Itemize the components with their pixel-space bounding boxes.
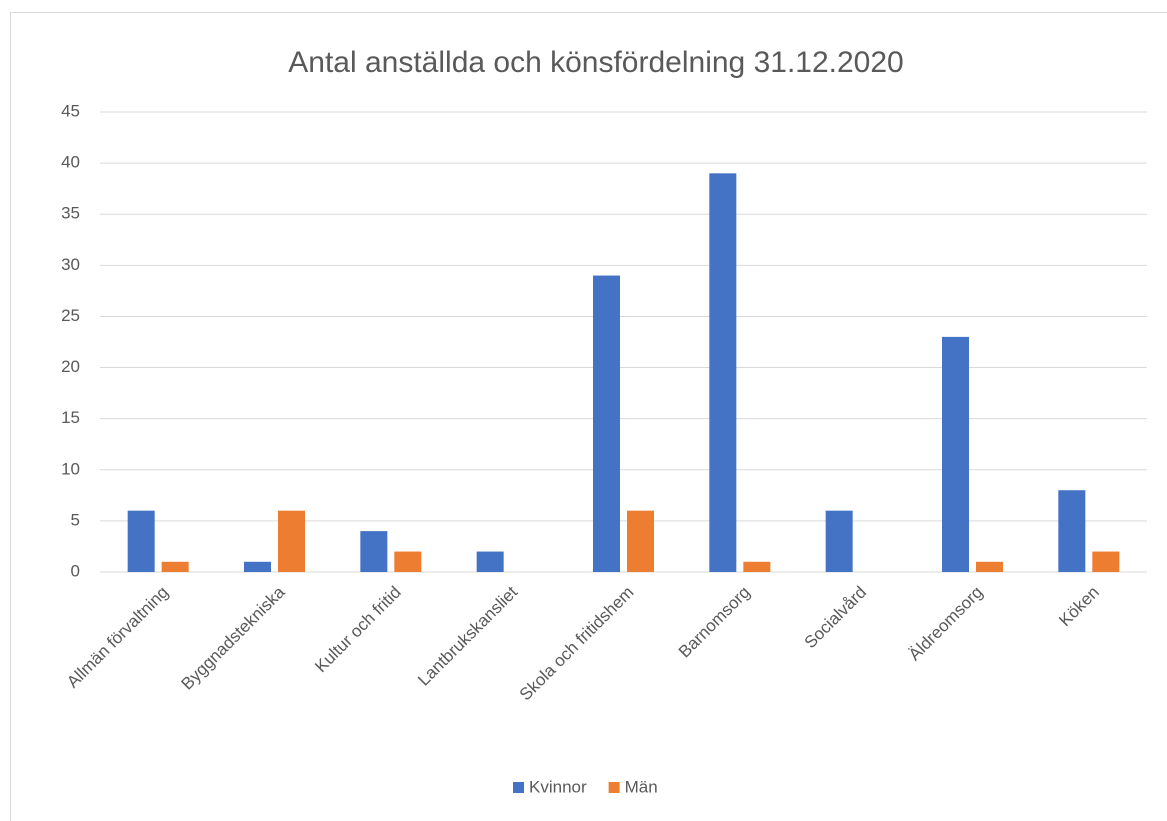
bar bbox=[743, 561, 771, 572]
bar bbox=[1058, 490, 1086, 572]
bar bbox=[161, 561, 189, 572]
bar bbox=[1092, 551, 1120, 572]
bar bbox=[825, 510, 853, 572]
y-tick-label: 45 bbox=[61, 101, 80, 120]
bar bbox=[593, 275, 620, 572]
bar bbox=[244, 561, 271, 572]
y-tick-label: 20 bbox=[61, 357, 80, 376]
bar bbox=[360, 531, 388, 572]
bar bbox=[476, 551, 504, 572]
y-tick-label: 5 bbox=[71, 510, 80, 529]
legend-label: Män bbox=[625, 777, 658, 796]
bar bbox=[942, 336, 969, 572]
legend-swatch bbox=[608, 782, 620, 793]
y-tick-label: 30 bbox=[61, 255, 80, 274]
bar bbox=[394, 551, 422, 572]
y-tick-label: 0 bbox=[71, 561, 80, 580]
bar bbox=[976, 561, 1003, 572]
bar bbox=[127, 510, 155, 572]
legend-label: Kvinnor bbox=[529, 777, 587, 796]
y-tick-label: 25 bbox=[61, 306, 80, 325]
bar bbox=[627, 510, 654, 572]
chart-frame bbox=[10, 12, 1167, 821]
y-tick-label: 10 bbox=[61, 459, 80, 478]
bar bbox=[709, 173, 737, 573]
y-tick-label: 40 bbox=[61, 153, 80, 172]
y-tick-label: 35 bbox=[61, 204, 80, 223]
bar bbox=[278, 510, 305, 572]
y-tick-label: 15 bbox=[61, 408, 80, 427]
chart-title: Antal anställda och könsfördelning 31.12… bbox=[288, 46, 903, 79]
legend-swatch bbox=[513, 782, 524, 793]
